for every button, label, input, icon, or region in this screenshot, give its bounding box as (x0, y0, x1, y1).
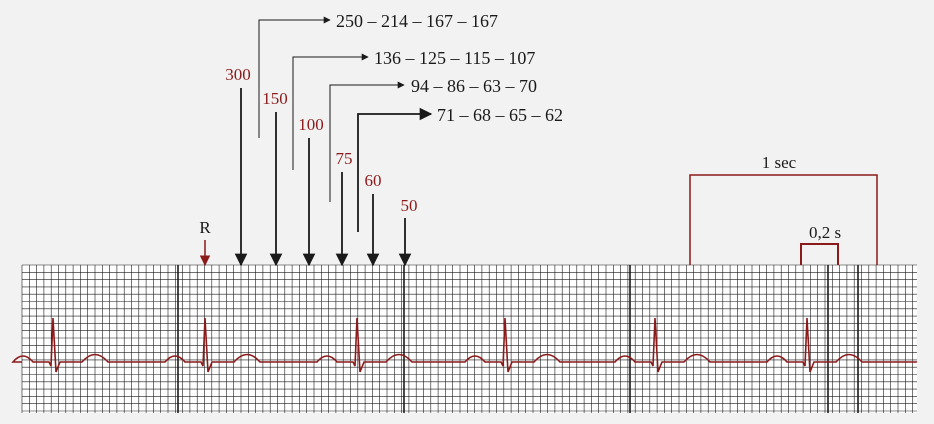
ecg-trace (11, 317, 917, 373)
one-second-label: 1 sec (762, 153, 797, 172)
rate-60-label: 60 (365, 171, 382, 190)
rate-75-label: 75 (336, 149, 353, 168)
sequence-1-text: 250 – 214 – 167 – 167 (336, 11, 498, 31)
sequence-1: 250 – 214 – 167 – 167 (258, 11, 498, 138)
sequence-2: 136 – 125 – 115 – 107 (292, 48, 535, 170)
rate-300-label: 300 (225, 65, 251, 84)
point-two-second-bracket: 0,2 s (800, 223, 841, 265)
big-box-lines (177, 265, 859, 413)
rate-100: 100 (298, 115, 324, 267)
r-label: R (199, 218, 211, 237)
sequence-callouts: 250 – 214 – 167 – 167 136 – 125 – 115 – … (258, 11, 563, 232)
one-second-bracket-line (689, 174, 878, 265)
sequence-4-connector (357, 107, 433, 232)
ecg-grid (21, 264, 917, 413)
rate-150-label: 150 (262, 89, 288, 108)
r-marker: R (199, 218, 211, 267)
sequence-2-text: 136 – 125 – 115 – 107 (374, 48, 535, 68)
sequence-2-connector (292, 53, 369, 170)
sequence-4: 71 – 68 – 65 – 62 (357, 105, 563, 232)
rate-100-label: 100 (298, 115, 324, 134)
one-second-bracket: 1 sec (689, 153, 878, 265)
rate-50-label: 50 (401, 196, 418, 215)
point-two-second-bracket-line (800, 243, 839, 265)
sequence-3-text: 94 – 86 – 63 – 70 (411, 76, 537, 96)
sequence-4-text: 71 – 68 – 65 – 62 (437, 105, 563, 125)
rate-75: 75 (336, 149, 353, 267)
point-two-second-label: 0,2 s (809, 223, 841, 242)
ecg-paper (22, 265, 917, 413)
grid-lines (21, 264, 917, 413)
rate-50: 50 (398, 196, 418, 267)
rate-150: 150 (262, 89, 288, 267)
sequence-3-connector (329, 81, 405, 202)
rate-60: 60 (365, 171, 382, 267)
rate-300: 300 (225, 65, 251, 267)
sequence-3: 94 – 86 – 63 – 70 (329, 76, 537, 202)
sequence-1-connector (258, 16, 331, 138)
rate-arrows: 300 150 100 75 60 50 (225, 65, 418, 267)
